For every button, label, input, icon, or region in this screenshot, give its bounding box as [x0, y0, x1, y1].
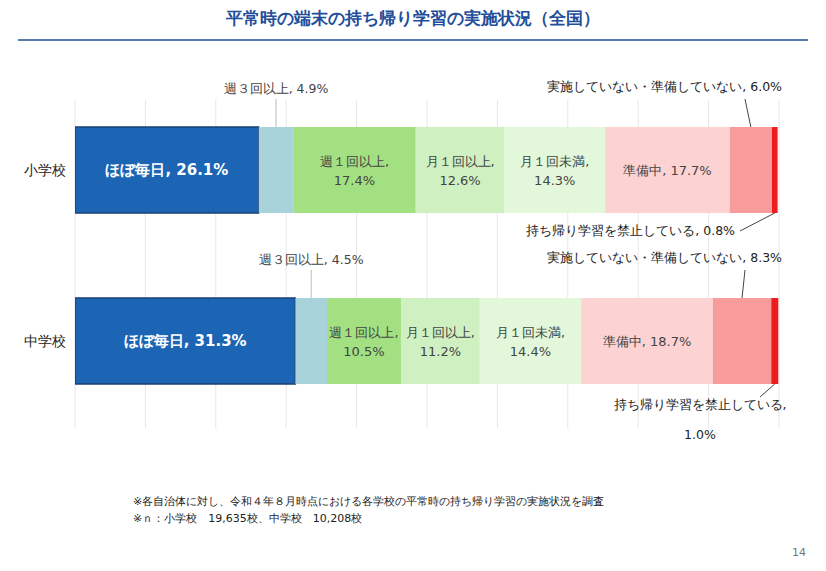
background [0, 0, 826, 571]
bar-segment: 準備中 [581, 298, 713, 384]
page-number: 14 [792, 546, 806, 559]
bar-segment: 月１回未満 [480, 298, 581, 384]
bar-segment: ほぼ毎日 [75, 298, 295, 384]
data-label: ほぼ毎日, 26.1% [105, 161, 228, 179]
leader-line [760, 384, 775, 397]
label-line: 17.4% [334, 173, 375, 188]
bar-segment: 実施していない・準備していない [730, 127, 772, 213]
bar-segment: 準備中 [605, 127, 730, 213]
label-line: 1.0% [684, 427, 716, 442]
data-label: 週３回以上, 4.9% [224, 81, 329, 96]
data-label: 持ち帰り学習を禁止している, 0.8% [526, 223, 735, 238]
data-label: 週３回以上, 4.5% [259, 252, 364, 267]
bar-segment: 週１回以上 [293, 127, 415, 213]
bar-segment: 週３回以上 [295, 298, 327, 384]
label-line: 週１回以上, [320, 154, 389, 169]
category-label: 小学校 [24, 162, 66, 178]
data-label: 実施していない・準備していない, 6.0% [547, 79, 782, 94]
title: 平常時の端末の持ち帰り学習の実施状況（全国） [225, 8, 600, 28]
bar-segment: 実施していない・準備していない [713, 298, 771, 384]
label-line: 10.5% [343, 344, 384, 359]
annotations: ※各自治体に対し、令和４年８月時点における各学校の平常時の持ち帰り学習の実施状況… [133, 495, 806, 559]
label-line: 月１回未満, [520, 154, 589, 169]
bar-segment: 週１回以上 [327, 298, 401, 384]
footnote: ※ｎ：小学校 19,635校、中学校 10,208校 [133, 512, 362, 525]
label-line: 月１回以上, [426, 154, 495, 169]
data-label: 実施していない・準備していない, 8.3% [547, 250, 782, 265]
data-label: 準備中, 17.7% [623, 163, 712, 178]
label-line: 14.3% [534, 173, 575, 188]
title-rule [18, 39, 808, 41]
data-label: ほぼ毎日, 31.3% [124, 332, 247, 350]
bar-segment: 月１回未満 [504, 127, 605, 213]
bar-segment: 月１回以上 [401, 298, 480, 384]
bar-segment: ほぼ毎日 [75, 127, 259, 213]
bar-segment: 週３回以上 [259, 127, 293, 213]
chart: 平常時の端末の持ち帰り学習の実施状況（全国）小学校中学校ほぼ毎日週３回以上週１回… [0, 0, 826, 571]
label-line: 12.6% [439, 173, 480, 188]
label-line: 月１回以上, [406, 325, 475, 340]
data-label: 準備中, 18.7% [603, 334, 692, 349]
label-line: 週１回以上, [329, 325, 398, 340]
leader-line [745, 99, 751, 127]
data-labels: ほぼ毎日, 26.1% 週３回以上, 4.9% 週１回以上, 17.4% 月１回以上, 1… [105, 79, 786, 442]
leader-line [742, 270, 745, 298]
footnote: ※各自治体に対し、令和４年８月時点における各学校の平常時の持ち帰り学習の実施状況… [133, 495, 604, 508]
label-line: 11.2% [420, 344, 461, 359]
data-label: 月１回未満, 14.3% [520, 154, 589, 188]
label-line: 月１回未満, [496, 325, 565, 340]
label-line: 持ち帰り学習を禁止している, [614, 397, 787, 412]
leader-line [740, 213, 775, 231]
label-line: 14.4% [510, 344, 551, 359]
data-label: 月１回以上, 12.6% [426, 154, 495, 188]
data-label: 週１回以上, 17.4% [320, 154, 389, 188]
data-label: 持ち帰り学習を禁止している, 1.0% [614, 397, 787, 442]
bar-segment: 月１回以上 [416, 127, 505, 213]
leader-line [275, 99, 276, 127]
leader-line [311, 270, 312, 298]
category-label: 中学校 [24, 333, 66, 349]
data-label: 月１回未満, 14.4% [496, 325, 565, 359]
bar-segment: 持ち帰り学習を禁止している [772, 127, 778, 213]
data-label: 月１回以上, 11.2% [406, 325, 475, 359]
bar-segment: 持ち帰り学習を禁止している [771, 298, 778, 384]
data-label: 週１回以上, 10.5% [329, 325, 398, 359]
